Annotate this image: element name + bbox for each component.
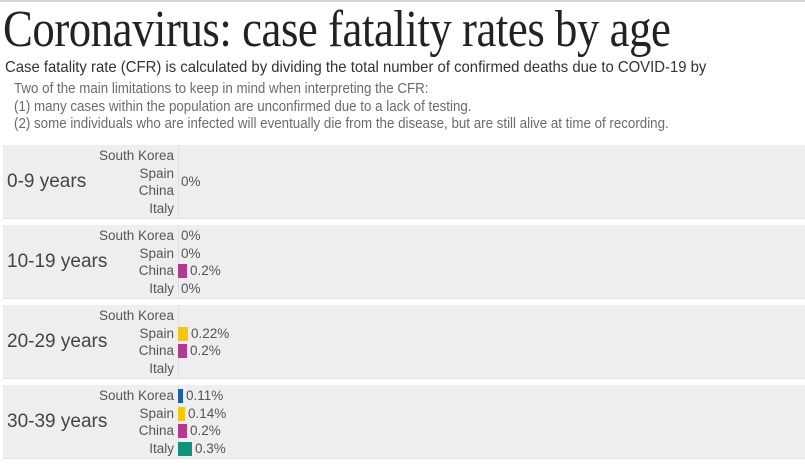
country-row: China 0.2% <box>3 422 805 440</box>
country-label: China <box>138 183 174 198</box>
country-row: Italy <box>3 360 805 378</box>
country-row: China <box>3 182 805 200</box>
country-row: South Korea 0% <box>3 227 805 245</box>
age-group-panel: 20-29 years South Korea Spain 0.22% China 0.2… <box>3 305 805 379</box>
data-label: 0.22% <box>191 325 230 341</box>
country-row: China 0.2% <box>3 342 805 360</box>
country-label: Italy <box>149 200 174 216</box>
axis-divider <box>178 305 179 378</box>
age-group-label: 0-9 years <box>7 170 87 192</box>
chart-title: Coronavirus: case fatality rates by age <box>3 1 671 58</box>
chart-subtitle: Case fatality rate (CFR) is calculated b… <box>5 59 707 76</box>
age-group-panel: 10-19 years South Korea 0% Spain 0% China 0.2%… <box>3 225 805 299</box>
data-label: 0.11% <box>186 388 224 403</box>
country-row: Spain 0.22% <box>3 325 805 343</box>
note-line: (1) many cases within the population are… <box>14 98 472 115</box>
bar-china[interactable] <box>178 424 187 438</box>
country-label: China <box>138 263 174 278</box>
chart-panels: 0-9 years South Korea Spain China Italy 0% 10-… <box>3 145 805 465</box>
country-label: Spain <box>139 325 174 341</box>
country-row: Spain 0.14% <box>3 405 805 423</box>
country-rows: South Korea 0.11% Spain 0.14% China 0.2% Italy… <box>3 387 805 457</box>
country-label: Italy <box>149 360 174 376</box>
axis-divider <box>178 145 179 218</box>
age-group-panel: 0-9 years South Korea Spain China Italy 0% <box>3 145 805 219</box>
data-label: 0% <box>181 245 201 261</box>
data-label: 0% <box>181 228 201 243</box>
country-row: South Korea <box>3 307 805 325</box>
country-label: South Korea <box>98 228 174 243</box>
country-rows: South Korea 0% Spain 0% China 0.2% Italy 0% <box>3 227 805 297</box>
note-line: Two of the main limitations to keep in m… <box>14 81 429 97</box>
country-label: Spain <box>139 165 174 181</box>
country-row: Spain <box>3 165 805 183</box>
country-rows: South Korea Spain China Italy <box>3 147 805 217</box>
country-label: South Korea <box>98 308 174 323</box>
bar-italy[interactable] <box>178 441 192 456</box>
bar-china[interactable] <box>178 344 187 358</box>
country-label: China <box>138 423 174 438</box>
country-row: China 0.2% <box>3 262 805 280</box>
country-label: South Korea <box>98 148 174 163</box>
country-row: Italy <box>3 200 805 218</box>
bar-spain[interactable] <box>178 406 185 421</box>
country-label: China <box>138 343 174 358</box>
data-label: 0% <box>181 174 201 189</box>
age-group-label: 10-19 years <box>7 250 108 272</box>
age-group-panel: 30-39 years South Korea 0.11% Spain 0.14% Chi… <box>3 385 805 459</box>
data-label: 0% <box>181 280 201 296</box>
axis-divider <box>178 385 179 458</box>
country-row: Italy 0.3% <box>3 440 805 458</box>
age-group-label: 20-29 years <box>7 330 108 352</box>
top-rule <box>0 0 805 2</box>
country-label: South Korea <box>98 388 174 403</box>
country-row: Spain 0% <box>3 245 805 263</box>
data-label: 0.2% <box>190 263 221 278</box>
country-row: Italy 0% <box>3 280 805 298</box>
country-row: South Korea <box>3 147 805 165</box>
data-label: 0.14% <box>188 405 227 421</box>
bar-china[interactable] <box>178 264 187 278</box>
country-label: Italy <box>149 440 174 456</box>
bar-south-korea[interactable] <box>178 389 183 403</box>
country-label: Spain <box>139 245 174 261</box>
data-label: 0.2% <box>190 343 221 358</box>
chart-notes: Two of the main limitations to keep in m… <box>14 81 669 134</box>
data-label: 0.3% <box>195 440 226 456</box>
country-row: South Korea 0.11% <box>3 387 805 405</box>
axis-divider <box>178 225 179 298</box>
country-label: Spain <box>139 405 174 421</box>
country-label: Italy <box>149 280 174 296</box>
data-label: 0.2% <box>190 423 221 438</box>
country-rows: South Korea Spain 0.22% China 0.2% Italy <box>3 307 805 377</box>
note-line: (2) some individuals who are infected wi… <box>14 116 669 132</box>
bar-spain[interactable] <box>178 326 188 341</box>
age-group-label: 30-39 years <box>7 410 108 432</box>
